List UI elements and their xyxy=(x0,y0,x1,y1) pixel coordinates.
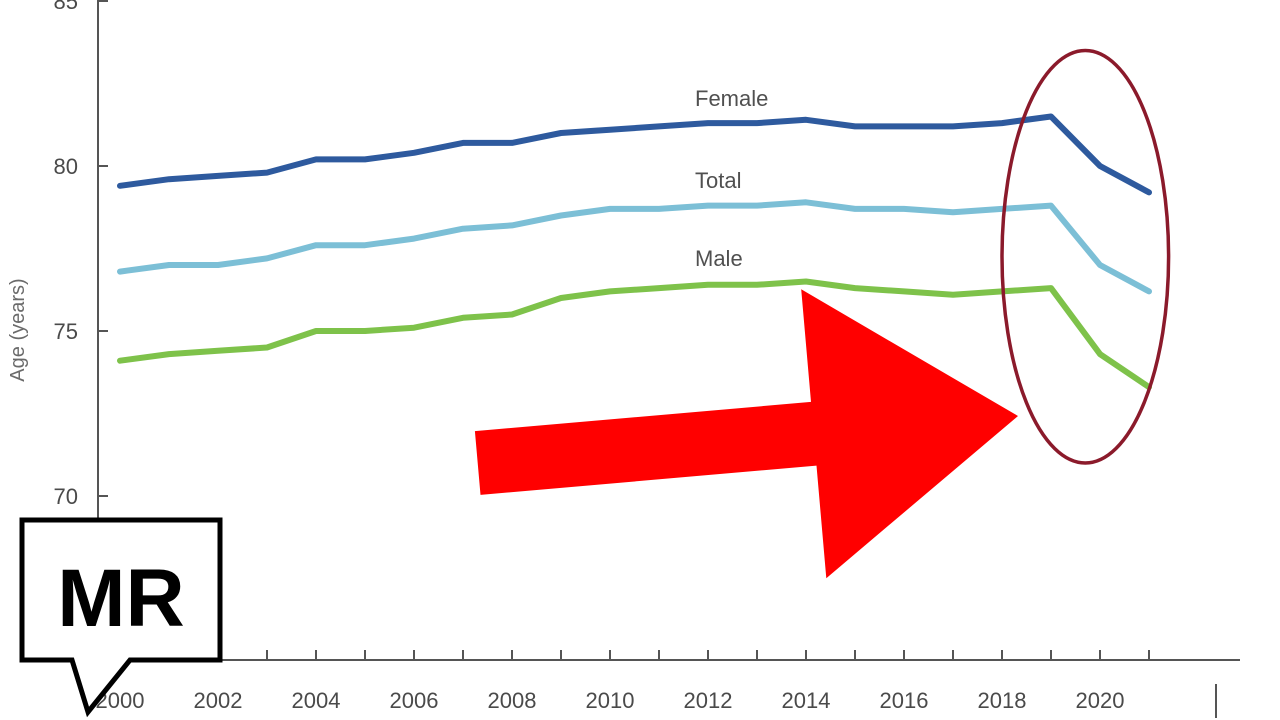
data-point-female xyxy=(1146,189,1152,195)
data-point-female xyxy=(558,130,564,136)
x-tick-label: 2002 xyxy=(194,688,243,713)
data-point-total xyxy=(1097,262,1103,268)
data-point-male xyxy=(705,282,711,288)
data-point-total xyxy=(313,242,319,248)
series-labels: Female Total Male xyxy=(695,86,768,271)
data-point-male xyxy=(1097,351,1103,357)
data-point-female xyxy=(852,123,858,129)
x-tick-label: 2004 xyxy=(292,688,341,713)
data-point-total xyxy=(460,226,466,232)
data-point-total xyxy=(1146,288,1152,294)
data-point-female xyxy=(215,173,221,179)
data-point-female xyxy=(362,156,368,162)
data-point-female xyxy=(509,140,515,146)
x-tick-label: 2014 xyxy=(782,688,831,713)
data-point-female xyxy=(950,123,956,129)
red-arrow xyxy=(474,289,1018,579)
data-point-total xyxy=(656,206,662,212)
data-point-total xyxy=(1048,203,1054,209)
data-point-male xyxy=(411,325,417,331)
data-point-total xyxy=(901,206,907,212)
data-point-male xyxy=(264,344,270,351)
data-point-male xyxy=(901,288,907,294)
data-point-male xyxy=(656,285,662,291)
series-label-male: Male xyxy=(695,246,743,271)
data-point-female xyxy=(607,127,613,133)
data-point-female xyxy=(705,120,711,126)
data-point-female xyxy=(117,183,123,189)
series-line-male xyxy=(117,278,1152,391)
x-tick-label: 2018 xyxy=(978,688,1027,713)
mr-logo: MR xyxy=(19,517,223,718)
annotations xyxy=(474,48,1171,579)
data-point-male xyxy=(852,285,858,291)
data-point-male xyxy=(950,292,956,298)
series-layer xyxy=(117,113,1152,391)
data-point-male xyxy=(803,278,809,285)
data-point-male xyxy=(460,315,466,321)
logo-text: MR xyxy=(57,553,185,644)
y-tick-label: 75 xyxy=(54,319,78,344)
logo-speech-bubble xyxy=(19,517,223,718)
x-tick-label: 2012 xyxy=(684,688,733,713)
data-point-total xyxy=(264,255,270,261)
data-point-female xyxy=(803,117,809,123)
data-point-total xyxy=(362,242,368,248)
y-tick-label: 85 xyxy=(54,0,78,14)
data-point-male xyxy=(1048,285,1054,291)
x-tick-label: 2020 xyxy=(1076,688,1125,713)
data-point-female xyxy=(264,170,270,176)
data-point-total xyxy=(852,206,858,212)
data-point-female xyxy=(901,123,907,129)
x-tick-label: 2010 xyxy=(586,688,635,713)
x-tick-label: 2016 xyxy=(880,688,929,713)
data-point-total xyxy=(509,222,515,228)
data-point-female xyxy=(1097,163,1103,169)
series-label-total: Total xyxy=(695,168,741,193)
data-point-total xyxy=(166,262,172,268)
highlight-ellipse xyxy=(1000,48,1171,465)
data-point-female xyxy=(754,120,760,126)
data-point-total xyxy=(705,203,711,209)
data-point-female xyxy=(460,140,466,146)
data-point-total xyxy=(215,262,221,268)
data-point-female xyxy=(166,176,172,182)
data-point-male xyxy=(215,348,221,354)
data-point-female xyxy=(313,156,319,162)
data-point-total xyxy=(411,236,417,242)
data-point-total xyxy=(558,212,564,219)
data-point-male xyxy=(166,351,172,357)
y-tick-label: 80 xyxy=(54,154,78,179)
data-point-total xyxy=(803,199,809,205)
data-point-female xyxy=(999,120,1005,126)
series-line-female xyxy=(117,113,1152,196)
data-point-male xyxy=(362,328,368,334)
x-tick-label: 2006 xyxy=(390,688,439,713)
data-point-male xyxy=(558,295,564,301)
data-point-male xyxy=(754,282,760,288)
data-point-total xyxy=(117,269,123,275)
data-point-total xyxy=(754,203,760,209)
y-tick-label: 70 xyxy=(54,484,78,509)
data-point-female xyxy=(411,150,417,156)
y-axis-title: Age (years) xyxy=(7,278,29,381)
data-point-male xyxy=(607,288,613,294)
data-point-female xyxy=(656,123,662,129)
data-point-female xyxy=(1048,113,1054,120)
data-point-male xyxy=(117,358,123,364)
data-point-total xyxy=(950,209,956,215)
data-point-male xyxy=(509,311,515,318)
x-tick-label: 2008 xyxy=(488,688,537,713)
data-point-male xyxy=(313,328,319,334)
series-label-female: Female xyxy=(695,86,768,111)
data-point-total xyxy=(607,206,613,212)
series-line-total xyxy=(117,199,1152,295)
